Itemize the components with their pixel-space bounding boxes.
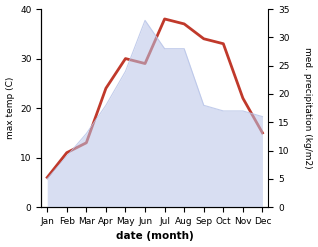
Y-axis label: med. precipitation (kg/m2): med. precipitation (kg/m2) [303, 47, 313, 169]
Y-axis label: max temp (C): max temp (C) [5, 77, 15, 139]
X-axis label: date (month): date (month) [116, 231, 194, 242]
